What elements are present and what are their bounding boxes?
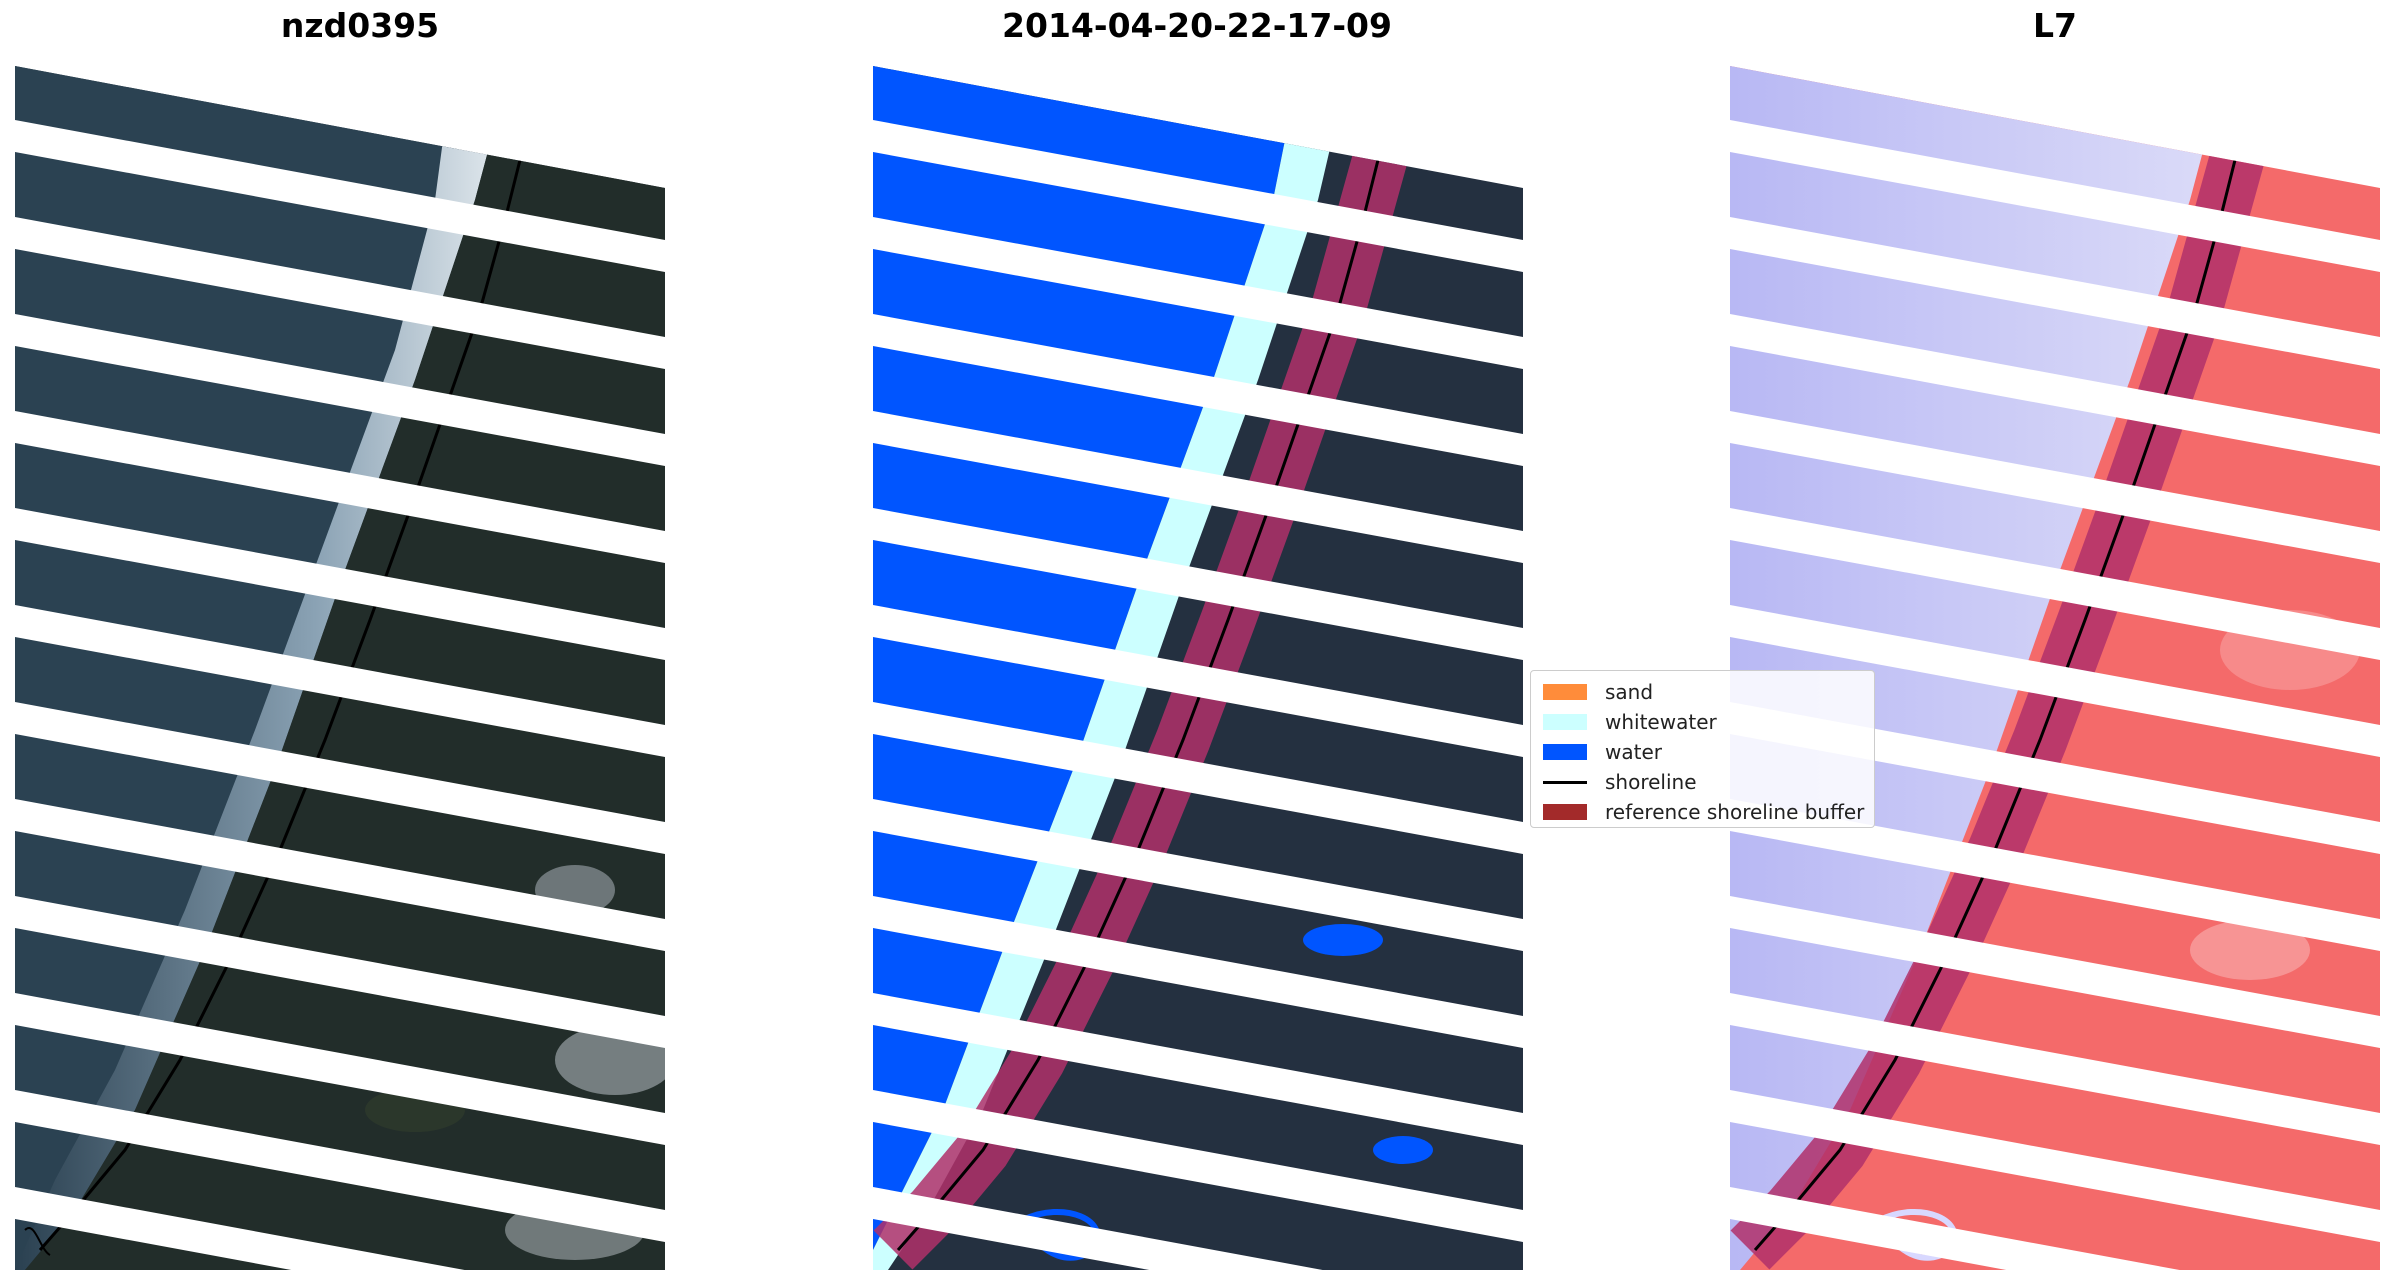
sand-swatch [1543, 684, 1587, 700]
whitewater-swatch [1543, 714, 1587, 730]
classified-image [873, 66, 1523, 1270]
legend-label-shoreline: shoreline [1605, 770, 1697, 794]
legend-label-water: water [1605, 740, 1662, 764]
water-swatch [1543, 744, 1587, 760]
legend-item-sand: sand [1543, 677, 1862, 707]
legend-label-sand: sand [1605, 680, 1654, 704]
legend-item-whitewater: whitewater [1543, 707, 1862, 737]
legend-label-whitewater: whitewater [1605, 710, 1717, 734]
rgb-image-panel [15, 50, 665, 1270]
panel-title-rgb: nzd0395 [280, 6, 440, 45]
panel-title-index: L7 [2033, 6, 2077, 45]
rgb-image [15, 66, 665, 1270]
panel-title-classified: 2014-04-20-22-17-09 [1002, 6, 1392, 45]
legend: sand whitewater water shoreline referenc… [1530, 670, 1875, 828]
legend-item-water: water [1543, 737, 1862, 767]
classified-image-panel [873, 50, 1523, 1270]
index-image [1730, 66, 2380, 1270]
shoreline-swatch [1543, 780, 1587, 784]
index-image-panel [1730, 50, 2380, 1270]
reference-buffer-swatch [1543, 804, 1587, 820]
legend-item-shoreline: shoreline [1543, 767, 1862, 797]
legend-item-reference-buffer: reference shoreline buffer [1543, 797, 1865, 827]
legend-label-reference-buffer: reference shoreline buffer [1605, 800, 1865, 824]
